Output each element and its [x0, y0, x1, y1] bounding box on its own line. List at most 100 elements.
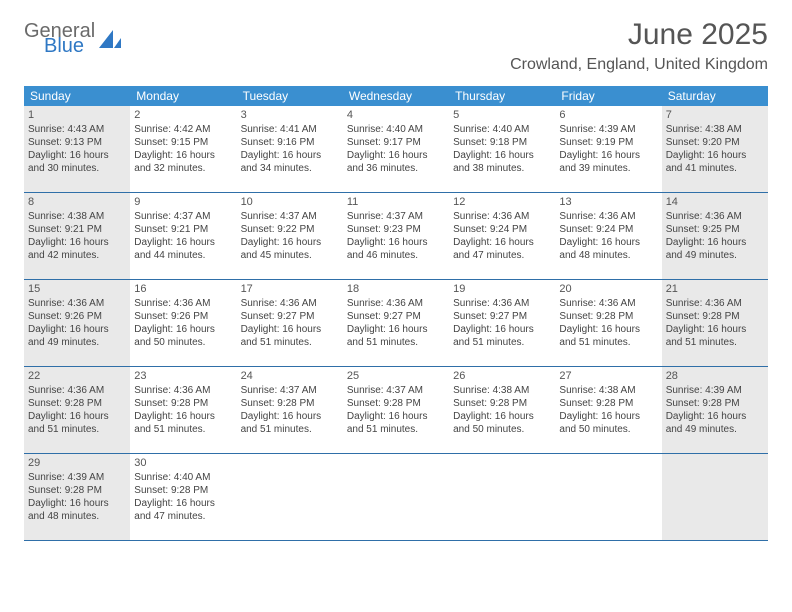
day-day1: Daylight: 16 hours — [666, 323, 764, 336]
week-row: 8Sunrise: 4:38 AMSunset: 9:21 PMDaylight… — [24, 193, 768, 280]
day-cell: 15Sunrise: 4:36 AMSunset: 9:26 PMDayligh… — [24, 280, 130, 366]
day-number: 23 — [134, 369, 232, 383]
day-day1: Daylight: 16 hours — [453, 323, 551, 336]
day-day1: Daylight: 16 hours — [241, 149, 339, 162]
day-cell: 22Sunrise: 4:36 AMSunset: 9:28 PMDayligh… — [24, 367, 130, 453]
day-number: 29 — [28, 456, 126, 470]
day-sunrise: Sunrise: 4:36 AM — [453, 297, 551, 310]
day-day2: and 39 minutes. — [559, 162, 657, 175]
day-cell — [662, 454, 768, 540]
day-sunrise: Sunrise: 4:43 AM — [28, 123, 126, 136]
day-sunset: Sunset: 9:27 PM — [347, 310, 445, 323]
day-sunrise: Sunrise: 4:36 AM — [28, 384, 126, 397]
day-cell: 1Sunrise: 4:43 AMSunset: 9:13 PMDaylight… — [24, 106, 130, 192]
day-cell: 12Sunrise: 4:36 AMSunset: 9:24 PMDayligh… — [449, 193, 555, 279]
day-sunset: Sunset: 9:28 PM — [666, 397, 764, 410]
day-number: 2 — [134, 108, 232, 122]
day-day2: and 41 minutes. — [666, 162, 764, 175]
day-sunrise: Sunrise: 4:38 AM — [559, 384, 657, 397]
dow-thursday: Thursday — [449, 86, 555, 106]
day-number: 13 — [559, 195, 657, 209]
day-day2: and 46 minutes. — [347, 249, 445, 262]
day-sunset: Sunset: 9:25 PM — [666, 223, 764, 236]
day-day1: Daylight: 16 hours — [241, 410, 339, 423]
day-sunrise: Sunrise: 4:37 AM — [134, 210, 232, 223]
day-day1: Daylight: 16 hours — [453, 149, 551, 162]
day-cell: 17Sunrise: 4:36 AMSunset: 9:27 PMDayligh… — [237, 280, 343, 366]
day-day2: and 50 minutes. — [453, 423, 551, 436]
logo-word-blue: Blue — [24, 37, 95, 55]
day-number: 11 — [347, 195, 445, 209]
day-sunset: Sunset: 9:13 PM — [28, 136, 126, 149]
day-day2: and 45 minutes. — [241, 249, 339, 262]
day-day2: and 34 minutes. — [241, 162, 339, 175]
day-cell: 6Sunrise: 4:39 AMSunset: 9:19 PMDaylight… — [555, 106, 661, 192]
day-day1: Daylight: 16 hours — [666, 236, 764, 249]
calendar: Sunday Monday Tuesday Wednesday Thursday… — [24, 86, 768, 541]
day-sunset: Sunset: 9:24 PM — [453, 223, 551, 236]
day-day2: and 49 minutes. — [28, 336, 126, 349]
day-day2: and 36 minutes. — [347, 162, 445, 175]
day-number: 26 — [453, 369, 551, 383]
day-number: 5 — [453, 108, 551, 122]
day-sunset: Sunset: 9:15 PM — [134, 136, 232, 149]
day-sunrise: Sunrise: 4:39 AM — [28, 471, 126, 484]
day-sunrise: Sunrise: 4:40 AM — [134, 471, 232, 484]
day-number: 12 — [453, 195, 551, 209]
day-cell: 29Sunrise: 4:39 AMSunset: 9:28 PMDayligh… — [24, 454, 130, 540]
day-number: 22 — [28, 369, 126, 383]
day-sunset: Sunset: 9:23 PM — [347, 223, 445, 236]
day-cell: 26Sunrise: 4:38 AMSunset: 9:28 PMDayligh… — [449, 367, 555, 453]
day-cell: 3Sunrise: 4:41 AMSunset: 9:16 PMDaylight… — [237, 106, 343, 192]
week-row: 1Sunrise: 4:43 AMSunset: 9:13 PMDaylight… — [24, 106, 768, 193]
day-cell — [343, 454, 449, 540]
day-day2: and 50 minutes. — [559, 423, 657, 436]
day-day2: and 38 minutes. — [453, 162, 551, 175]
day-sunrise: Sunrise: 4:42 AM — [134, 123, 232, 136]
day-number: 10 — [241, 195, 339, 209]
day-number: 25 — [347, 369, 445, 383]
day-day1: Daylight: 16 hours — [134, 149, 232, 162]
day-sunrise: Sunrise: 4:36 AM — [559, 297, 657, 310]
dow-sunday: Sunday — [24, 86, 130, 106]
day-day2: and 48 minutes. — [559, 249, 657, 262]
day-number: 7 — [666, 108, 764, 122]
day-day2: and 51 minutes. — [347, 336, 445, 349]
day-sunrise: Sunrise: 4:41 AM — [241, 123, 339, 136]
day-cell: 11Sunrise: 4:37 AMSunset: 9:23 PMDayligh… — [343, 193, 449, 279]
logo-text: General Blue — [24, 22, 95, 55]
day-cell: 18Sunrise: 4:36 AMSunset: 9:27 PMDayligh… — [343, 280, 449, 366]
day-sunrise: Sunrise: 4:36 AM — [666, 210, 764, 223]
day-sunset: Sunset: 9:18 PM — [453, 136, 551, 149]
day-sunrise: Sunrise: 4:36 AM — [241, 297, 339, 310]
day-number: 17 — [241, 282, 339, 296]
dow-tuesday: Tuesday — [237, 86, 343, 106]
day-cell — [555, 454, 661, 540]
day-day1: Daylight: 16 hours — [134, 323, 232, 336]
day-sunrise: Sunrise: 4:37 AM — [241, 210, 339, 223]
day-cell: 28Sunrise: 4:39 AMSunset: 9:28 PMDayligh… — [662, 367, 768, 453]
day-cell: 9Sunrise: 4:37 AMSunset: 9:21 PMDaylight… — [130, 193, 236, 279]
logo-sail-icon — [99, 30, 121, 48]
dow-monday: Monday — [130, 86, 236, 106]
day-number: 6 — [559, 108, 657, 122]
day-day1: Daylight: 16 hours — [453, 236, 551, 249]
day-sunset: Sunset: 9:28 PM — [559, 310, 657, 323]
day-sunset: Sunset: 9:21 PM — [28, 223, 126, 236]
day-cell: 25Sunrise: 4:37 AMSunset: 9:28 PMDayligh… — [343, 367, 449, 453]
day-day1: Daylight: 16 hours — [28, 149, 126, 162]
day-number: 3 — [241, 108, 339, 122]
day-day2: and 50 minutes. — [134, 336, 232, 349]
day-sunset: Sunset: 9:28 PM — [666, 310, 764, 323]
day-number: 8 — [28, 195, 126, 209]
day-day1: Daylight: 16 hours — [28, 497, 126, 510]
day-sunset: Sunset: 9:28 PM — [134, 484, 232, 497]
day-day1: Daylight: 16 hours — [134, 410, 232, 423]
day-sunset: Sunset: 9:28 PM — [241, 397, 339, 410]
day-sunrise: Sunrise: 4:38 AM — [453, 384, 551, 397]
day-number: 19 — [453, 282, 551, 296]
weeks-container: 1Sunrise: 4:43 AMSunset: 9:13 PMDaylight… — [24, 106, 768, 541]
day-day1: Daylight: 16 hours — [559, 149, 657, 162]
day-day2: and 51 minutes. — [134, 423, 232, 436]
day-day2: and 51 minutes. — [241, 336, 339, 349]
